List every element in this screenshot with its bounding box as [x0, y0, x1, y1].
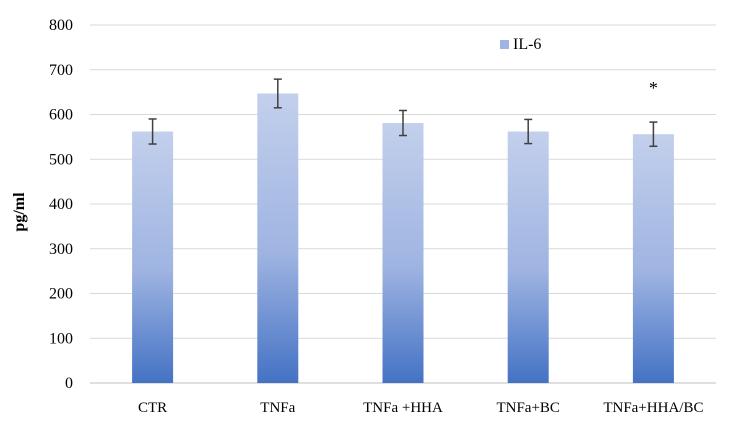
y-tick-label: 0	[65, 375, 73, 392]
y-tick-label: 100	[49, 330, 73, 347]
y-tick-label: 500	[49, 151, 73, 168]
error-bars	[148, 78, 658, 148]
bar-tnfa-hha-bc	[632, 134, 674, 383]
legend-label: IL-6	[513, 36, 541, 53]
error-bar	[148, 118, 157, 145]
x-tick-label: TNFa	[260, 400, 295, 416]
bar-tnfa-hha	[382, 123, 424, 383]
bar-tnfa-bc	[507, 131, 549, 383]
significance-marker: *	[649, 78, 658, 98]
annotations: *	[649, 78, 658, 98]
bar-ctr	[132, 131, 174, 383]
error-bar	[273, 78, 282, 109]
x-axis-ticks: CTR TNFa TNFa +HHA TNFa+BC TNFa+HHA/BC	[138, 400, 703, 416]
bar-tnfa	[257, 93, 299, 383]
error-bar	[649, 121, 658, 148]
bars	[132, 93, 674, 383]
y-tick-label: 400	[49, 196, 73, 213]
error-bar	[399, 109, 407, 137]
y-axis-ticks: 0 100 200 300 400 500 600 700 800	[49, 17, 73, 392]
y-tick-label: 300	[49, 241, 73, 258]
y-tick-label: 600	[49, 107, 73, 124]
x-tick-label: TNFa +HHA	[363, 400, 443, 416]
error-bar	[524, 118, 533, 145]
y-tick-label: 200	[49, 286, 73, 303]
y-tick-label: 700	[49, 62, 73, 79]
x-tick-label: CTR	[138, 400, 167, 416]
y-axis-title: pg/ml	[11, 192, 28, 232]
x-tick-label: TNFa+HHA/BC	[603, 400, 703, 416]
x-tick-label: TNFa+BC	[496, 400, 559, 416]
y-tick-label: 800	[49, 17, 73, 34]
legend: IL-6	[500, 36, 541, 53]
legend-swatch	[500, 40, 509, 49]
